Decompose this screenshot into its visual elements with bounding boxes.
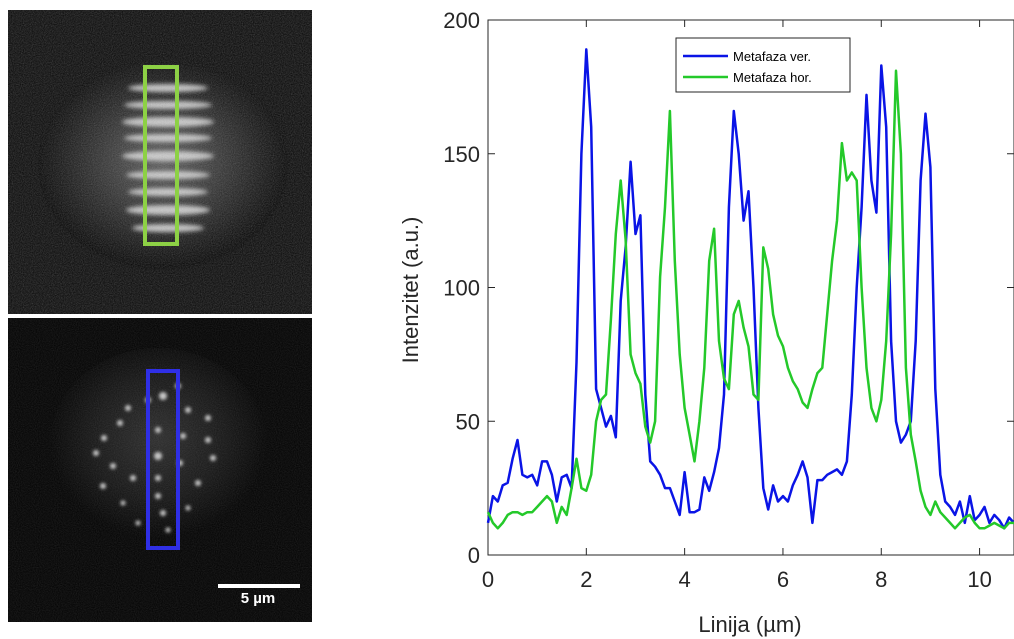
series-line-metafaza-hor — [486, 69, 1014, 530]
x-tick-label: 10 — [967, 567, 991, 592]
roi-rectangle-blue — [146, 369, 180, 550]
legend: Metafaza ver. Metafaza hor. — [675, 37, 851, 93]
x-tick-label: 6 — [777, 567, 789, 592]
x-tick-label: 4 — [679, 567, 691, 592]
scale-bar — [218, 584, 300, 588]
series-group — [486, 48, 1014, 530]
bottom-micrograph-svg — [8, 318, 312, 622]
legend-label: Metafaza ver. — [733, 49, 811, 64]
y-tick-label: 100 — [443, 276, 480, 301]
scale-bar-label: 5 µm — [240, 590, 276, 607]
y-tick-label: 50 — [456, 409, 480, 434]
legend-label: Metafaza hor. — [733, 70, 812, 85]
roi-rectangle-green — [143, 65, 179, 246]
y-axis-label: Intenzitet (a.u.) — [398, 217, 423, 364]
y-tick-label: 0 — [468, 543, 480, 568]
metaphase-vertical-micrograph — [8, 318, 312, 622]
y-tick-label: 200 — [443, 8, 480, 33]
x-tick-label: 0 — [482, 567, 494, 592]
legend-box — [675, 37, 851, 93]
metaphase-horizontal-micrograph — [8, 10, 312, 314]
x-tick-label: 8 — [875, 567, 887, 592]
series-line-metafaza-ver — [486, 48, 1014, 530]
x-axis-label: Linija (µm) — [698, 612, 801, 637]
y-tick-label: 150 — [443, 142, 480, 167]
axes: 0 50 100 150 200 0 2 4 6 8 10 — [443, 8, 1014, 592]
x-tick-label: 2 — [580, 567, 592, 592]
top-micrograph-svg — [8, 10, 312, 314]
